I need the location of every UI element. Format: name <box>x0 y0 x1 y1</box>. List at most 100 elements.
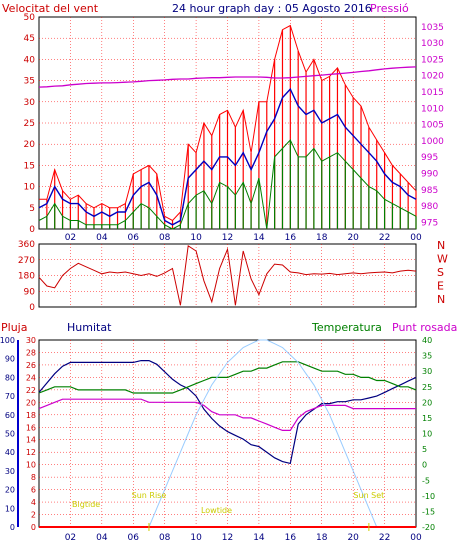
humidity-y-tick-label: 50 <box>5 430 15 439</box>
pressure-y-tick-label: 1010 <box>421 104 444 114</box>
wind-chart-ticks: 0510152025303540455097598098599099510001… <box>24 13 445 243</box>
climate-x-tick-label: 12 <box>222 533 233 543</box>
rain-y-tick-label: 20 <box>26 398 36 407</box>
rain-y-tick-label: 30 <box>26 336 36 345</box>
climate-x-tick-label: 04 <box>96 533 108 543</box>
humidity-y-tick-label: 30 <box>5 467 15 476</box>
rain-y-tick-label: 28 <box>26 348 36 357</box>
pressure-y-tick-label: 1020 <box>421 72 444 82</box>
direction-y-tick-label: 270 <box>18 256 35 266</box>
wind-x-tick-label: 10 <box>190 233 202 243</box>
wind-y-tick-label: 25 <box>24 119 35 129</box>
direction-chart-series <box>38 244 417 306</box>
wind-x-tick-label: 22 <box>379 233 390 243</box>
dewpoint-line <box>38 398 416 431</box>
wind-y-tick-label: 0 <box>29 225 35 235</box>
event-label: Sun Set <box>353 491 384 500</box>
humidity-y-tick-label: 100 <box>0 336 15 345</box>
temperature-y-tick-label: 5 <box>422 445 427 454</box>
temperature-y-tick-label: 30 <box>422 367 432 376</box>
rain-label: Pluja <box>1 321 27 334</box>
wind-low-line <box>38 139 417 230</box>
climate-x-tick-label: 22 <box>379 533 390 543</box>
rain-y-tick-label: 10 <box>26 461 36 470</box>
wind-x-tick-label: 02 <box>65 233 76 243</box>
humidity-y-tick-label: 20 <box>5 486 15 495</box>
humidity-line <box>38 360 417 465</box>
wind-speed-title: Velocitat del vent <box>2 2 99 15</box>
rain-y-tick-label: 6 <box>31 486 36 495</box>
compass-letter: E <box>437 280 444 293</box>
humidity-y-tick-label: 90 <box>5 355 15 364</box>
temperature-y-tick-label: 25 <box>422 383 432 392</box>
pressure-title: Pressió <box>370 2 409 15</box>
climate-chart: 0246810121416182022242628300102030405060… <box>0 336 435 543</box>
climate-chart-grid <box>39 340 416 527</box>
wind-y-tick-label: 40 <box>24 55 36 65</box>
climate-event-labels: Sun Rise Sun Set Lowtide Bigtide <box>72 491 384 531</box>
temperature-y-tick-label: -20 <box>422 523 435 532</box>
climate-x-tick-label: 06 <box>128 533 140 543</box>
temperature-y-tick-label: 40 <box>422 336 432 345</box>
direction-y-tick-label: 180 <box>18 272 35 282</box>
pressure-line <box>38 66 417 88</box>
climate-x-tick-label: 10 <box>190 533 202 543</box>
wind-y-tick-label: 5 <box>29 204 35 214</box>
temperature-y-tick-label: -5 <box>422 476 430 485</box>
humidity-y-tick-label: 60 <box>5 411 15 420</box>
pressure-y-tick-label: 985 <box>421 186 438 196</box>
rain-y-tick-label: 12 <box>26 448 36 457</box>
pressure-y-tick-label: 980 <box>421 202 438 212</box>
climate-x-tick-label: 18 <box>316 533 328 543</box>
rain-y-tick-label: 18 <box>26 411 36 420</box>
wind-y-tick-label: 35 <box>24 77 35 87</box>
pressure-y-tick-label: 1000 <box>421 137 444 147</box>
pressure-y-tick-label: 975 <box>421 218 438 228</box>
wind-y-tick-label: 30 <box>24 98 36 108</box>
pressure-y-tick-label: 1005 <box>421 121 444 131</box>
wind-x-tick-label: 04 <box>96 233 108 243</box>
humidity-y-tick-label: 70 <box>5 392 15 401</box>
wind-y-tick-label: 10 <box>24 183 36 193</box>
humidity-y-tick-label: 10 <box>5 504 15 513</box>
rain-y-tick-label: 16 <box>26 423 36 432</box>
direction-y-tick-label: 90 <box>24 287 36 297</box>
wind-gust-line <box>39 24 417 222</box>
temperature-y-tick-label: 35 <box>422 352 432 361</box>
rain-y-tick-label: 24 <box>26 373 36 382</box>
dewpoint-label: Punt rosada <box>392 321 457 334</box>
wind-chart-series <box>38 24 417 230</box>
pressure-y-tick-label: 1025 <box>421 55 444 65</box>
rain-y-tick-label: 14 <box>26 436 36 445</box>
wind-x-tick-label: 12 <box>222 233 233 243</box>
wind-x-tick-label: 00 <box>410 233 422 243</box>
compass-letter: S <box>437 266 444 279</box>
wind-x-tick-label: 18 <box>316 233 328 243</box>
wind-y-tick-label: 20 <box>24 140 36 150</box>
temperature-y-tick-label: -15 <box>422 507 435 516</box>
humidity-label: Humitat <box>67 321 112 334</box>
direction-y-tick-label: 360 <box>18 240 35 250</box>
event-label: Bigtide <box>72 500 100 509</box>
wind-x-tick-label: 06 <box>128 233 140 243</box>
climate-x-tick-label: 20 <box>347 533 359 543</box>
direction-line <box>38 244 417 306</box>
compass-letter: N <box>437 239 445 252</box>
pressure-y-tick-label: 1030 <box>421 39 444 49</box>
climate-x-tick-label: 16 <box>285 533 297 543</box>
rain-y-tick-label: 2 <box>31 511 36 520</box>
rain-y-tick-label: 4 <box>31 498 36 507</box>
climate-chart-series <box>38 339 417 528</box>
wind-pressure-chart: 0510152025303540455097598098599099510001… <box>24 13 445 243</box>
wind-y-tick-label: 45 <box>24 34 35 44</box>
climate-x-tick-label: 00 <box>410 533 422 543</box>
compass-letter: N <box>437 293 445 306</box>
temperature-y-tick-label: 10 <box>422 430 432 439</box>
humidity-y-tick-label: 40 <box>5 448 15 457</box>
event-label: Sun Rise <box>132 491 167 500</box>
rain-y-tick-label: 0 <box>31 523 36 532</box>
temperature-y-tick-label: -10 <box>422 492 435 501</box>
pressure-y-tick-label: 995 <box>421 153 438 163</box>
